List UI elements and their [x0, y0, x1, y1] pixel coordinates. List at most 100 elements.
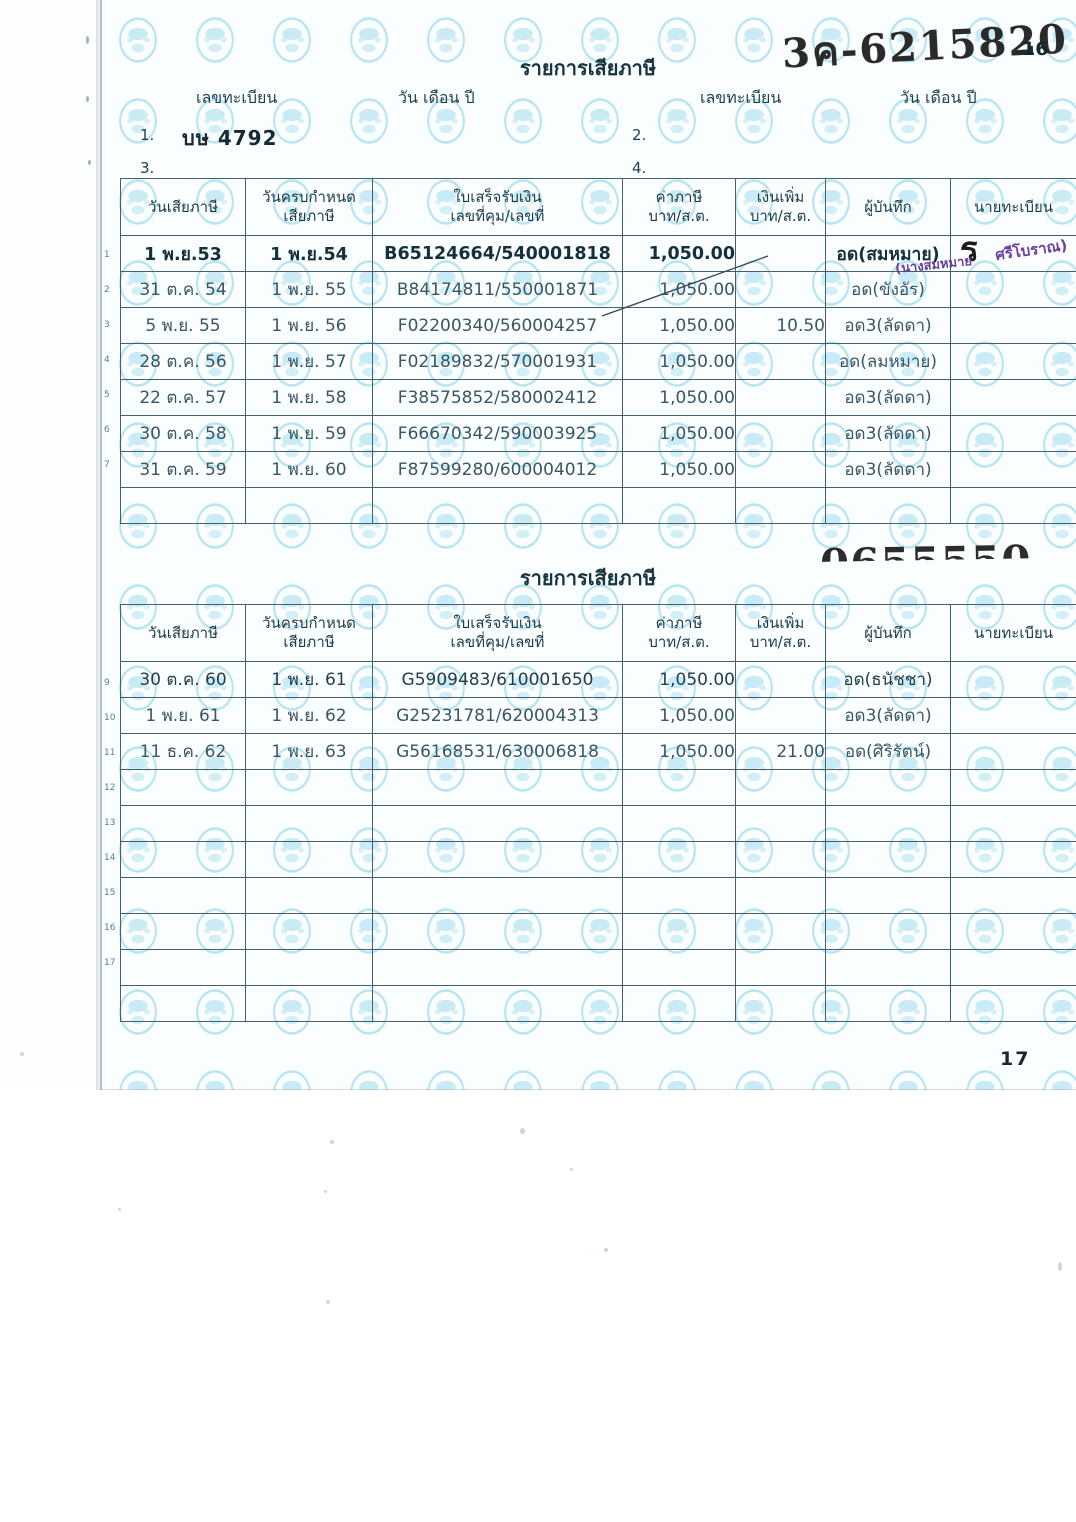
tax-pay-date-cell — [120, 985, 246, 1022]
scan-speck — [86, 36, 89, 44]
registrar-cell — [950, 415, 1076, 452]
receipt-number-cell: F66670342/590003925 — [372, 415, 623, 452]
scan-speck — [326, 1300, 330, 1304]
tax-pay-date-cell: 28 ต.ค. 56 — [120, 343, 246, 380]
fine-amount-cell — [735, 949, 826, 986]
tax-pay-date-cell — [120, 805, 246, 842]
scan-speck — [86, 96, 89, 102]
tax-due-date-cell — [245, 769, 373, 806]
th-due-date: วันครบกำหนด เสียภาษี — [245, 178, 373, 236]
tax-due-date-cell: 1 พ.ย. 63 — [245, 733, 373, 770]
row-index-marker: 15 — [104, 888, 116, 898]
th-due-date: วันครบกำหนด เสียภาษี — [245, 604, 373, 662]
tax-pay-date-cell: 30 ต.ค. 60 — [120, 661, 246, 698]
tax-amount-cell: 1,050.00 — [622, 271, 736, 308]
row-index-marker: 12 — [104, 783, 116, 793]
registrar-cell — [950, 949, 1076, 986]
fine-amount-cell — [735, 697, 826, 734]
th-clerk-label: ผู้บันทึก — [864, 623, 912, 642]
fine-amount-cell — [735, 769, 826, 806]
receipt-number-cell: G56168531/630006818 — [372, 733, 623, 770]
th-pay-date-label: วันเสียภาษี — [148, 197, 218, 216]
table-row: 31 ต.ค. 59 1 พ.ย. 60 F87599280/600004012 1,… — [120, 451, 1076, 488]
th-receipt: ใบเสร็จรับเงิน เลขที่คุม/เลขที่ — [372, 604, 623, 662]
receipt-number-cell: F02189832/570001931 — [372, 343, 623, 380]
receipt-number-cell — [372, 769, 623, 806]
table-row: 30 ต.ค. 58 1 พ.ย. 59 F66670342/590003925 1,… — [120, 415, 1076, 452]
clerk-name-cell — [825, 805, 951, 842]
th-tax-l1: ค่าภาษี — [655, 188, 703, 207]
scan-speck — [330, 1140, 334, 1144]
th-fine: เงินเพิ่ม บาท/ส.ต. — [735, 178, 826, 236]
th-pay-date-label: วันเสียภาษี — [148, 623, 218, 642]
registrar-cell — [950, 487, 1076, 524]
binding-edge-line — [100, 0, 102, 1090]
th-fine: เงินเพิ่ม บาท/ส.ต. — [735, 604, 826, 662]
table-row: 5 พ.ย. 55 1 พ.ย. 56 F02200340/560004257 1,0… — [120, 307, 1076, 344]
receipt-number-cell — [372, 841, 623, 878]
section-title-top: รายการเสียภาษี — [519, 56, 657, 80]
tax-amount-cell — [622, 949, 736, 986]
table-row — [120, 805, 1076, 842]
th-receipt-l1: ใบเสร็จรับเงิน — [453, 614, 542, 633]
row-index-marker: 2 — [104, 285, 110, 295]
table-row: 28 ต.ค. 56 1 พ.ย. 57 F02189832/570001931 1,… — [120, 343, 1076, 380]
tax-due-date-cell — [245, 949, 373, 986]
tax-pay-date-cell — [120, 913, 246, 950]
clerk-name-cell: อด(ขังอัร) — [825, 271, 951, 308]
th-fine-l1: เงินเพิ่ม — [756, 614, 805, 633]
clerk-name-cell — [825, 487, 951, 524]
receipt-number-cell: F02200340/560004257 — [372, 307, 623, 344]
receipt-number-cell: G25231781/620004313 — [372, 697, 623, 734]
scan-speck — [520, 1128, 525, 1134]
tax-amount-cell: 1,050.00 — [622, 307, 736, 344]
receipt-number-cell — [372, 949, 623, 986]
receipt-number-cell — [372, 877, 623, 914]
page-number-top: 16 — [1022, 38, 1049, 60]
tax-amount-cell: 1,050.00 — [622, 661, 736, 698]
row-index-marker: 10 — [104, 713, 116, 723]
tax-due-date-cell: 1 พ.ย. 55 — [245, 271, 373, 308]
row-index-marker: 3 — [104, 320, 110, 330]
tax-amount-cell — [622, 877, 736, 914]
fine-amount-cell — [735, 877, 826, 914]
th-receipt-l2: เลขที่คุม/เลขที่ — [450, 633, 545, 651]
registrar-cell — [950, 451, 1076, 488]
section-title-bottom: รายการเสียภาษี — [519, 566, 657, 590]
vehicle-registration-number: บษ 4792 — [182, 126, 278, 150]
th-receipt-l1: ใบเสร็จรับเงิน — [453, 188, 542, 207]
tax-pay-date-cell: 22 ต.ค. 57 — [120, 379, 246, 416]
scan-speck — [604, 1248, 608, 1252]
th-tax-l2: บาท/ส.ต. — [648, 633, 710, 651]
scanner-bed-blank-area — [0, 1090, 1076, 1522]
table-row: 22 ต.ค. 57 1 พ.ย. 58 F38575852/580002412 1,… — [120, 379, 1076, 416]
th-due-date-l2: เสียภาษี — [283, 207, 335, 225]
table-row — [120, 487, 1076, 524]
tax-amount-cell: 1,050.00 — [622, 343, 736, 380]
receipt-number-cell — [372, 487, 623, 524]
tax-pay-date-cell — [120, 769, 246, 806]
th-due-date-l1: วันครบกำหนด — [262, 614, 356, 633]
tax-pay-date-cell: 31 ต.ค. 59 — [120, 451, 246, 488]
scan-speck — [20, 1052, 24, 1056]
registrar-cell — [950, 805, 1076, 842]
fine-amount-cell — [735, 985, 826, 1022]
fine-amount-cell — [735, 913, 826, 950]
th-fine-l1: เงินเพิ่ม — [756, 188, 805, 207]
th-registrar-label: นายทะเบียน — [973, 197, 1054, 216]
tax-pay-date-cell — [120, 949, 246, 986]
registrar-cell — [950, 985, 1076, 1022]
scan-speck — [1058, 1262, 1062, 1271]
th-tax-l1: ค่าภาษี — [655, 614, 703, 633]
clerk-name-cell: อด3(ลัดดา) — [825, 697, 951, 734]
page-number-bottom: 17 — [1000, 1048, 1031, 1070]
clerk-name-cell: อด3(ลัดดา) — [825, 379, 951, 416]
row-index-marker: 1 — [104, 250, 110, 260]
tax-pay-date-cell: 11 ธ.ค. 62 — [120, 733, 246, 770]
table-row — [120, 877, 1076, 914]
receipt-number-cell: F38575852/580002412 — [372, 379, 623, 416]
receipt-number-cell: F87599280/600004012 — [372, 451, 623, 488]
row-index-marker: 6 — [104, 425, 110, 435]
fine-amount-cell — [735, 661, 826, 698]
tax-amount-cell — [622, 985, 736, 1022]
